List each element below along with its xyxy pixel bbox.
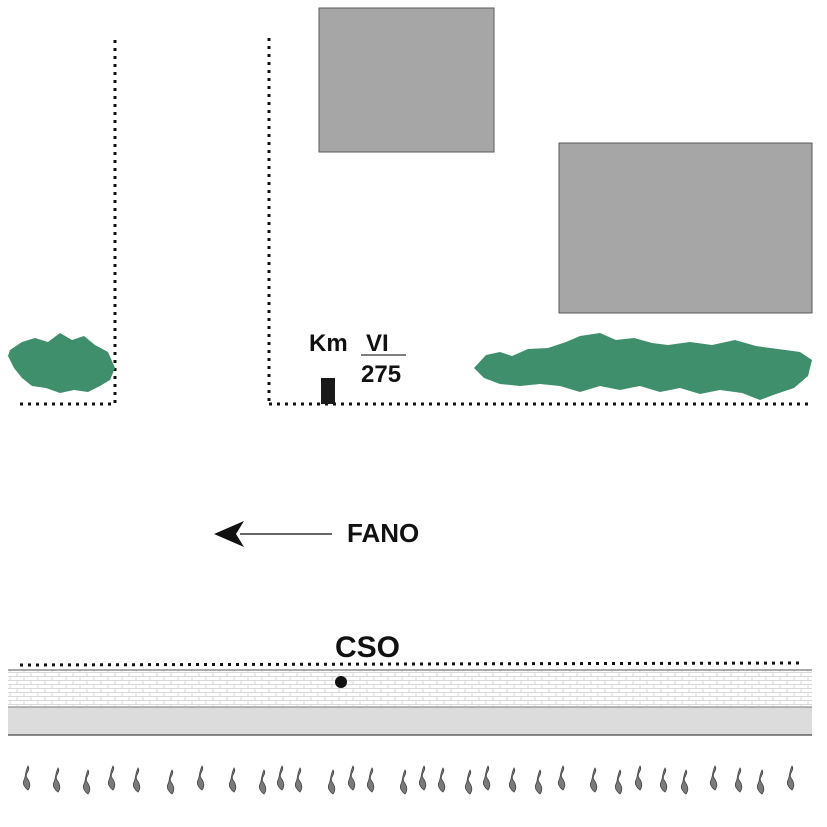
- grass-tuft-icon: [590, 768, 596, 792]
- marker-prefix: Km: [309, 330, 348, 357]
- grass-tuft-icon: [615, 770, 621, 794]
- grass-tuft-icon: [197, 766, 203, 790]
- vegetation-east: [474, 333, 812, 400]
- curb-band: [8, 670, 812, 706]
- grass-tuft-icon: [348, 766, 354, 790]
- grass-tuft-icon: [438, 768, 444, 792]
- grass-tuft-icon: [509, 768, 515, 792]
- marker-roman: VI: [366, 330, 389, 357]
- grass-tuft-icon: [660, 768, 666, 792]
- grass-tuft-row: [23, 766, 793, 794]
- building-north: [319, 8, 494, 152]
- vegetation-west: [8, 333, 115, 393]
- grass-tuft-icon: [757, 770, 763, 794]
- grass-tuft-icon: [108, 766, 114, 790]
- direction-label: FANO: [347, 518, 419, 548]
- grass-tuft-icon: [787, 766, 793, 790]
- grass-tuft-icon: [53, 768, 59, 792]
- grass-tuft-icon: [167, 770, 173, 794]
- grass-tuft-icon: [400, 770, 406, 794]
- dot-icon: [335, 676, 347, 688]
- sidewalk-band: [8, 707, 812, 735]
- grass-tuft-icon: [483, 766, 489, 790]
- grass-tuft-icon: [277, 766, 283, 790]
- grass-tuft-icon: [635, 766, 641, 790]
- milestone-icon: [321, 378, 335, 404]
- grass-tuft-icon: [681, 770, 687, 794]
- grass-tuft-icon: [83, 770, 89, 794]
- grass-tuft-icon: [710, 766, 716, 790]
- grass-tuft-icon: [367, 768, 373, 792]
- road-edge-south: [20, 663, 800, 665]
- grass-tuft-icon: [328, 770, 334, 794]
- grass-tuft-icon: [23, 766, 29, 790]
- arrow-left-icon: [214, 521, 332, 547]
- grass-tuft-icon: [419, 766, 425, 790]
- grass-tuft-icon: [133, 768, 139, 792]
- building-east: [559, 143, 812, 313]
- point-label: CSO: [335, 631, 400, 664]
- grass-tuft-icon: [535, 770, 541, 794]
- grass-tuft-icon: [295, 768, 301, 792]
- grass-tuft-icon: [558, 766, 564, 790]
- grass-tuft-icon: [735, 768, 741, 792]
- grass-tuft-icon: [229, 768, 235, 792]
- marker-number: 275: [361, 361, 401, 388]
- grass-tuft-icon: [465, 770, 471, 794]
- grass-tuft-icon: [259, 770, 265, 794]
